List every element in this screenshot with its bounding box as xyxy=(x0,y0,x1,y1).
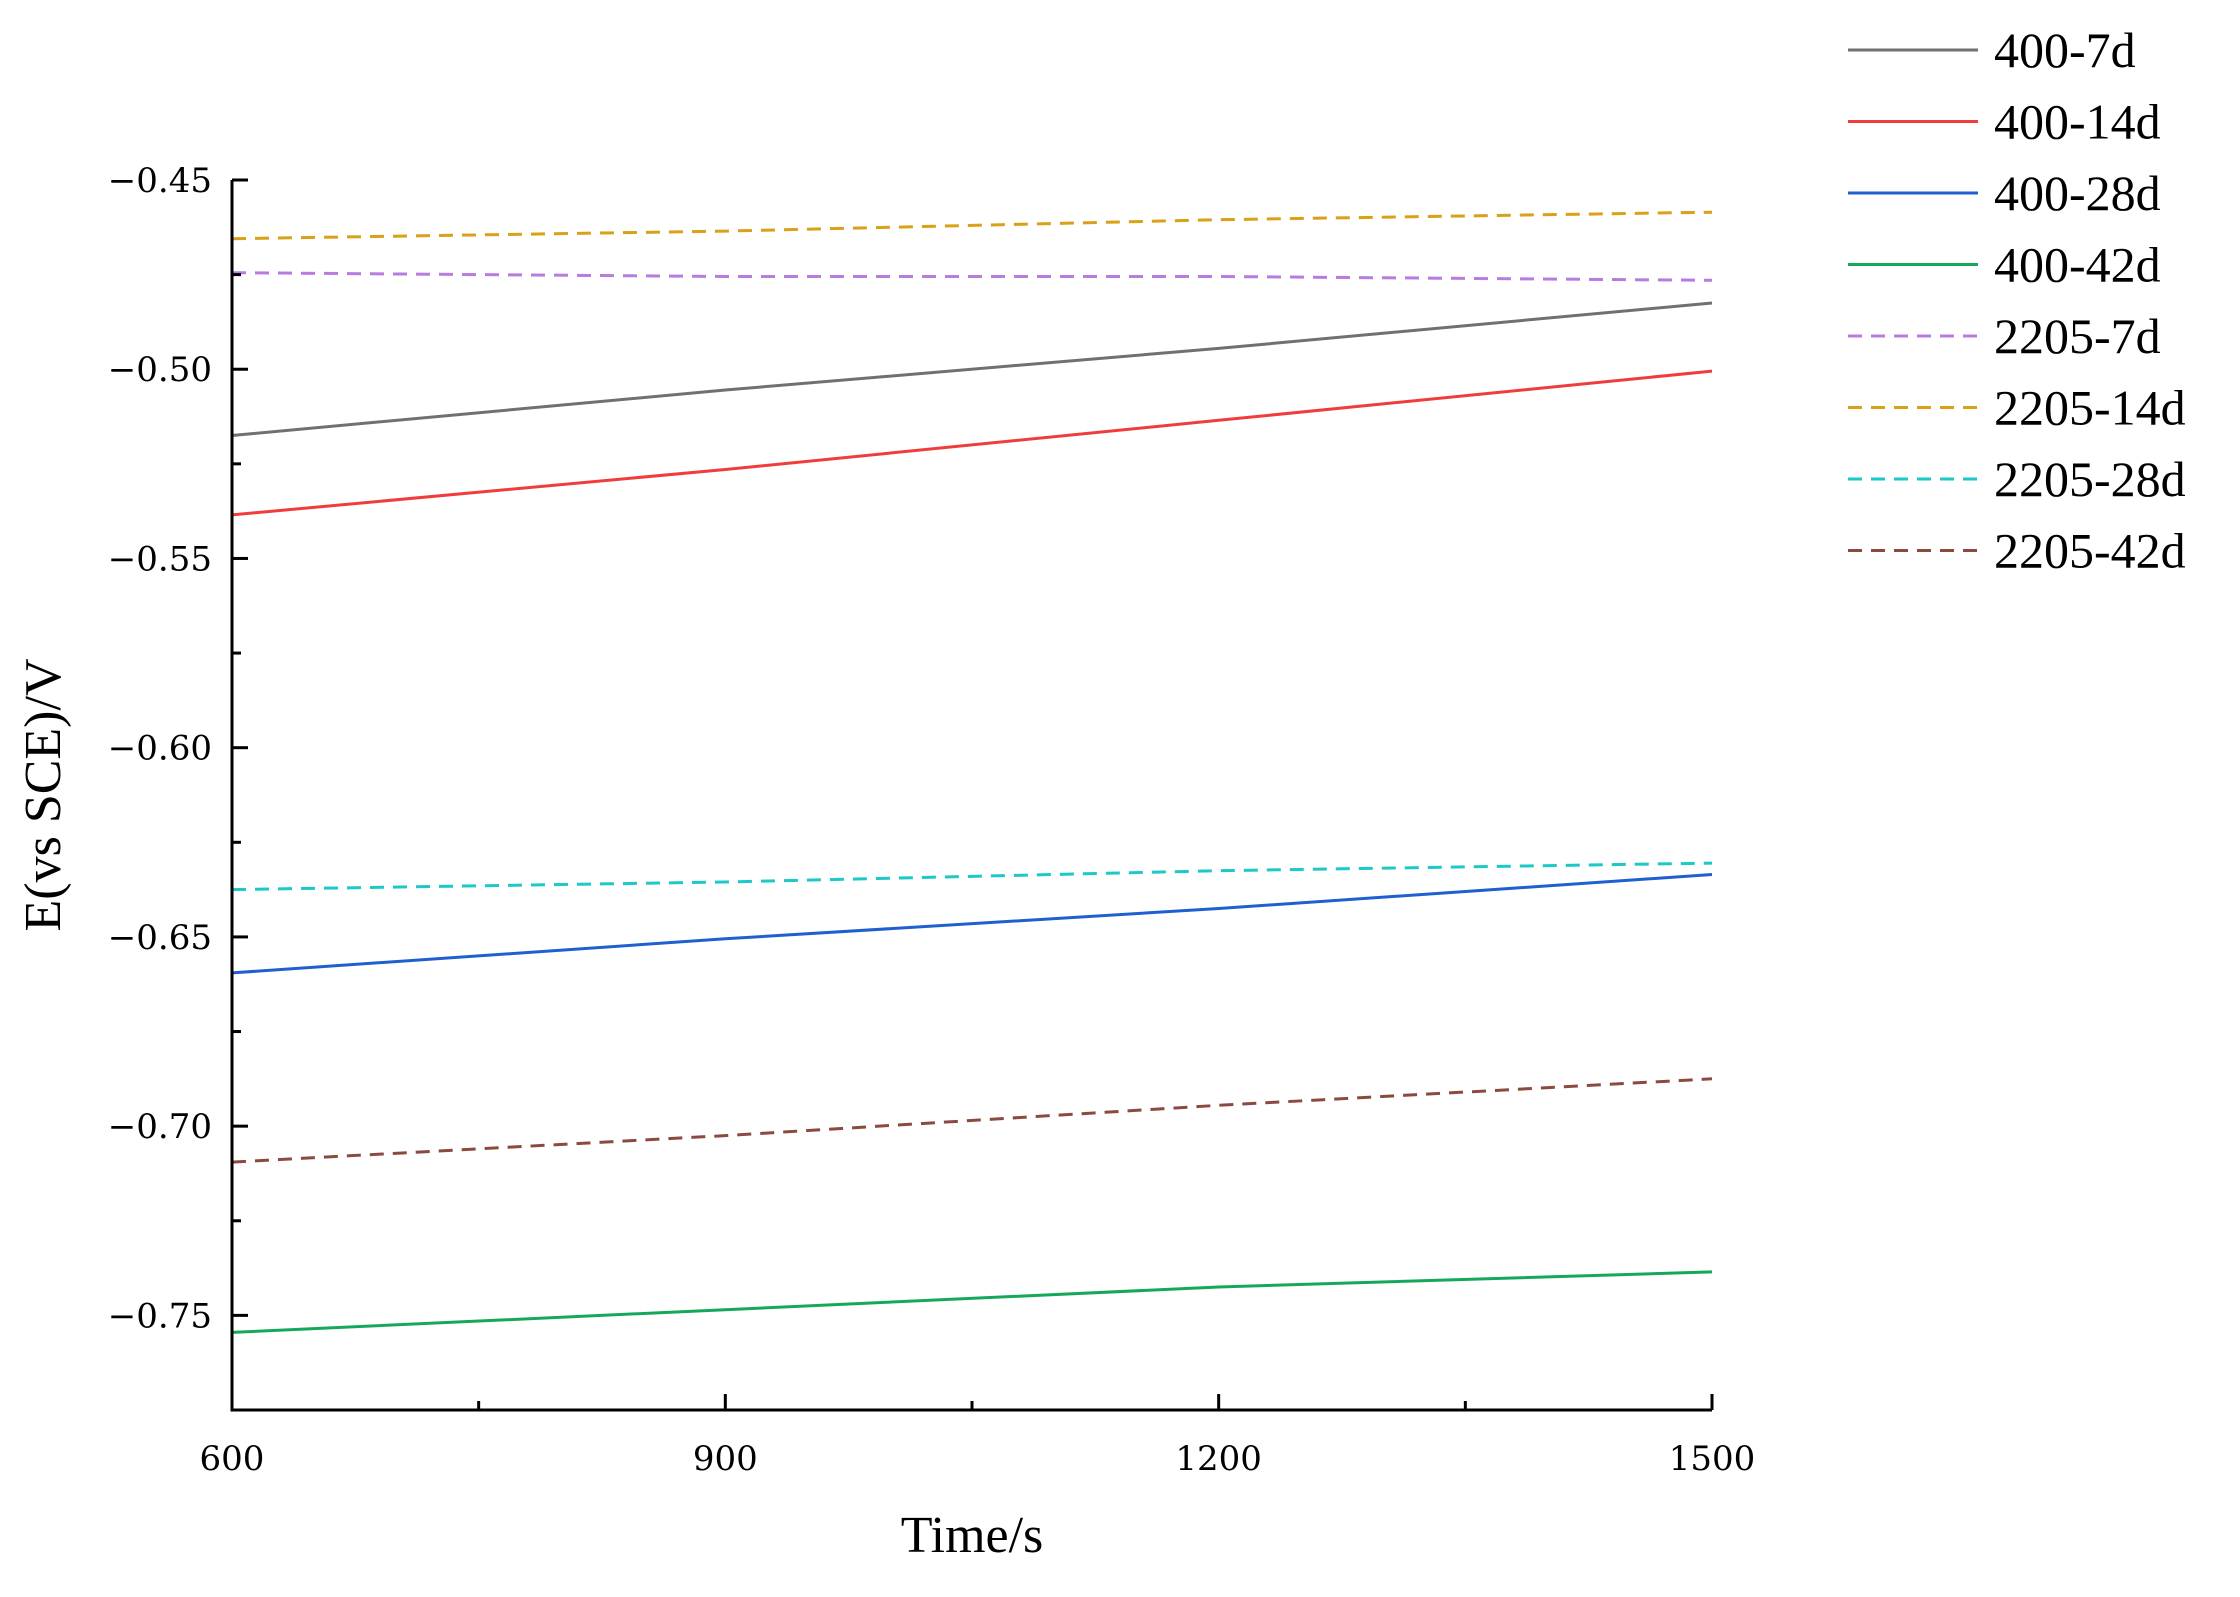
y-axis-title: E(vs SCE)/V xyxy=(15,659,72,932)
legend-label-2205-14d: 2205-14d xyxy=(1994,380,2186,436)
legend: 400-7d 400-14d 400-28d 400-42d 2205-7d 2205-1… xyxy=(1848,22,2186,579)
y-tick-label: −0.70 xyxy=(108,1107,212,1147)
y-tick-label: −0.65 xyxy=(108,918,212,958)
series-line-400-42d xyxy=(231,1270,1713,1334)
x-tick-label: 1200 xyxy=(1175,1439,1262,1479)
series-line-2205-42d xyxy=(231,1077,1713,1164)
legend-label-2205-42d: 2205-42d xyxy=(1994,523,2186,579)
y-tick-label: −0.45 xyxy=(108,161,212,201)
legend-label-400-42d: 400-42d xyxy=(1994,237,2161,293)
x-tick-label: 900 xyxy=(693,1439,758,1479)
series-line-2205-28d xyxy=(231,861,1713,892)
series-line-400-28d xyxy=(231,873,1713,975)
y-tick-label: −0.50 xyxy=(108,350,212,390)
legend-label-400-7d: 400-7d xyxy=(1994,22,2136,78)
ticks-group: −0.45 −0.50 −0.55 −0.60 −0.65 −0.70 −0.75 600 90… xyxy=(108,161,1755,1479)
y-tick-label: −0.75 xyxy=(108,1296,212,1336)
series-line-400-7d xyxy=(231,301,1713,437)
x-tick-label: 1500 xyxy=(1669,1439,1756,1479)
series-line-2205-14d xyxy=(231,210,1713,241)
y-tick-label: −0.55 xyxy=(108,539,212,579)
series-line-400-14d xyxy=(231,369,1713,517)
legend-label-400-14d: 400-14d xyxy=(1994,94,2161,150)
x-axis-title: Time/s xyxy=(901,1507,1044,1564)
legend-label-2205-7d: 2205-7d xyxy=(1994,308,2161,364)
legend-label-2205-28d: 2205-28d xyxy=(1994,451,2186,507)
series-line-2205-7d xyxy=(231,271,1713,282)
y-tick-label: −0.60 xyxy=(108,729,212,769)
axes-group xyxy=(230,180,1712,1412)
x-tick-label: 600 xyxy=(200,1439,265,1479)
legend-label-400-28d: 400-28d xyxy=(1994,165,2161,221)
plot-series-group xyxy=(231,210,1713,1334)
